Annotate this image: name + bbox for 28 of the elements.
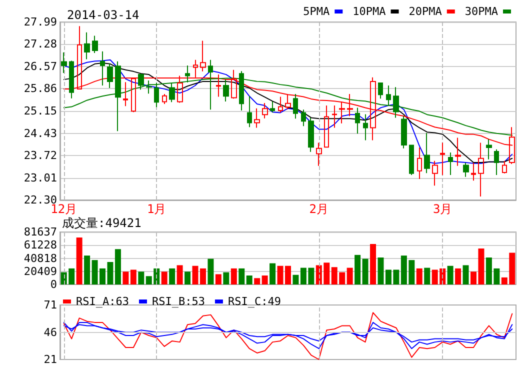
legend-label: 20PMA xyxy=(408,5,442,18)
y-tick-label: 25.15 xyxy=(24,104,57,118)
y-tick-label: 23.72 xyxy=(24,149,57,162)
chart-title: 2014-03-14 xyxy=(67,8,140,22)
legend-label: 10PMA xyxy=(352,5,386,18)
y-tick-label: 27.28 xyxy=(24,38,57,51)
y-tick-label: 23.01 xyxy=(24,171,57,184)
y-tick-label: 0 xyxy=(50,278,57,291)
y-tick-label: 26.57 xyxy=(24,60,57,73)
y-tick-label: 25.86 xyxy=(24,82,57,96)
x-tick-label: 3月 xyxy=(432,202,452,216)
y-tick-label: 61228 xyxy=(24,238,57,252)
y-tick-label: 20409 xyxy=(24,264,57,278)
y-tick-label: 21 xyxy=(44,353,57,365)
x-tick-label: 1月 xyxy=(146,202,166,216)
y-tick-label: 40818 xyxy=(24,252,57,265)
x-tick-label: 2月 xyxy=(309,202,329,216)
legend-label: RSI_A:63 xyxy=(76,295,129,308)
y-tick-label: 27.99 xyxy=(24,16,57,28)
legend-label: RSI_B:53 xyxy=(152,295,205,308)
legend-label: 5PMA xyxy=(303,5,330,18)
y-tick-label: 24.43 xyxy=(24,126,57,140)
legend-label: 30PMA xyxy=(464,5,498,18)
legend-label: RSI_C:49 xyxy=(228,295,281,308)
y-tick-label: 81637 xyxy=(24,226,57,238)
y-tick-label: 71 xyxy=(44,298,57,312)
y-tick-label: 46 xyxy=(44,326,57,339)
text: 成交量:49421 xyxy=(62,216,142,230)
